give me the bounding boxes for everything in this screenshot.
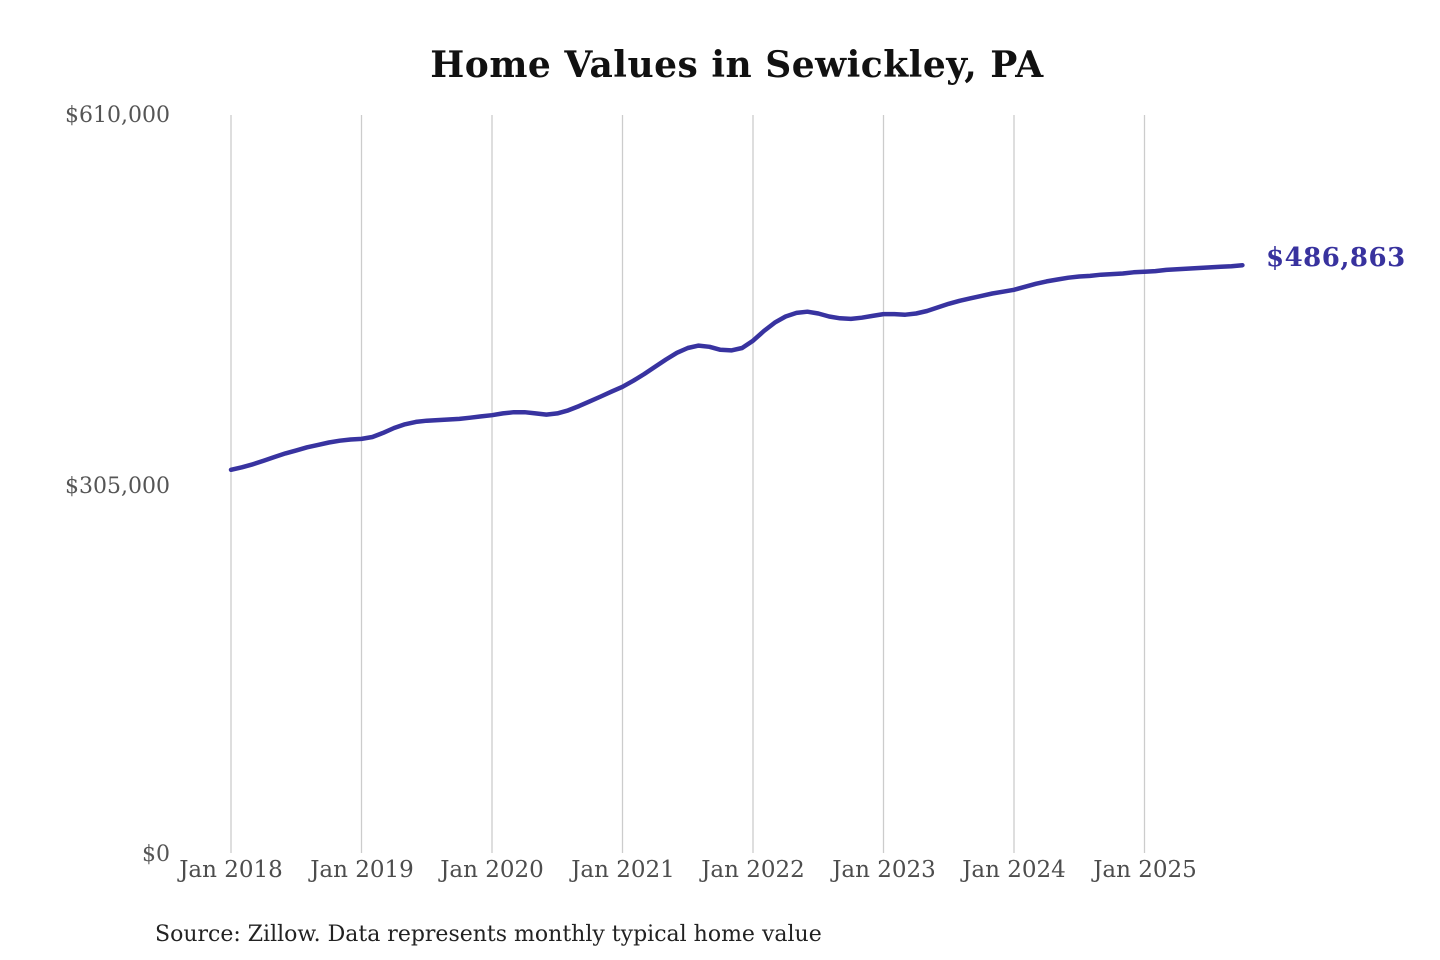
source-note: Source: Zillow. Data represents monthly … [155, 922, 822, 947]
x-tick-label-jan-2025: Jan 2025 [1093, 857, 1197, 883]
home-value-line [228, 262, 1245, 473]
end-value-label: $486,863 [1266, 243, 1406, 273]
x-tick-label-jan-2020: Jan 2020 [440, 857, 544, 883]
chart-title: Home Values in Sewickley, PA [430, 44, 1044, 86]
y-tick-label-305000: $305,000 [65, 474, 170, 499]
x-tick-label-jan-2023: Jan 2023 [832, 857, 936, 883]
x-tick-label-jan-2019: Jan 2019 [310, 857, 414, 883]
y-tick-label-0: $0 [142, 842, 170, 867]
x-tick-label-jan-2021: Jan 2021 [571, 857, 675, 883]
x-tick-label-jan-2024: Jan 2024 [962, 857, 1066, 883]
y-tick-label-610000: $610,000 [65, 103, 170, 128]
x-tick-label-jan-2018: Jan 2018 [179, 857, 283, 883]
x-tick-label-jan-2022: Jan 2022 [701, 857, 805, 883]
